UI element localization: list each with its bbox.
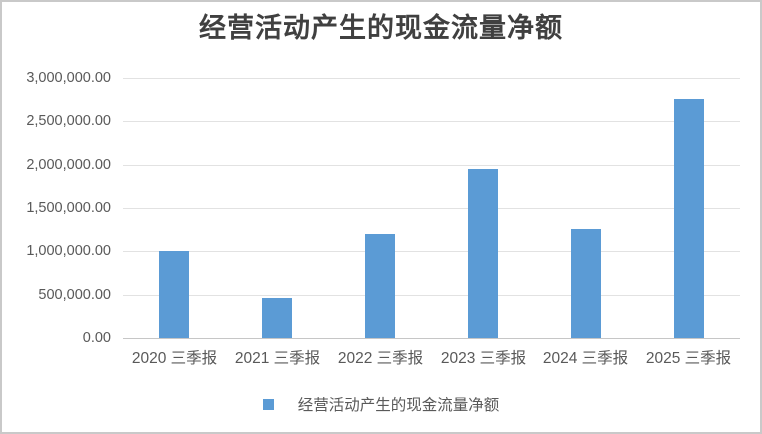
gridline bbox=[123, 165, 740, 166]
gridline bbox=[123, 251, 740, 252]
x-tick-label: 2020 三季报 bbox=[131, 350, 218, 367]
y-tick-label: 3,000,000.00 bbox=[26, 70, 111, 86]
legend: 经营活动产生的现金流量净额 bbox=[2, 393, 760, 415]
bar bbox=[468, 169, 498, 338]
x-tick-label: 2024 三季报 bbox=[542, 350, 629, 367]
x-tick-label: 2025 三季报 bbox=[645, 350, 732, 367]
x-tick-label: 2023 三季报 bbox=[440, 350, 527, 367]
bar bbox=[262, 298, 292, 338]
x-tick-label: 2021 三季报 bbox=[234, 350, 321, 367]
bar bbox=[571, 229, 601, 338]
y-tick-label: 1,500,000.00 bbox=[26, 200, 111, 216]
y-tick-label: 500,000.00 bbox=[38, 287, 111, 303]
legend-swatch-icon bbox=[262, 398, 274, 410]
bar bbox=[159, 251, 189, 338]
gridline bbox=[123, 295, 740, 296]
bar bbox=[365, 234, 395, 338]
gridline bbox=[123, 121, 740, 122]
y-tick-label: 2,000,000.00 bbox=[26, 157, 111, 173]
plot-area bbox=[123, 78, 740, 339]
chart-title: 经营活动产生的现金流量净额 bbox=[199, 13, 563, 43]
gridline bbox=[123, 78, 740, 79]
legend-label: 经营活动产生的现金流量净额 bbox=[297, 397, 500, 414]
x-tick-label: 2022 三季报 bbox=[337, 350, 424, 367]
x-axis-line bbox=[123, 338, 740, 339]
y-tick-label: 0.00 bbox=[82, 330, 111, 346]
y-tick-label: 2,500,000.00 bbox=[26, 113, 111, 129]
y-tick-label: 1,000,000.00 bbox=[26, 243, 111, 259]
gridline bbox=[123, 208, 740, 209]
bar bbox=[674, 99, 704, 338]
